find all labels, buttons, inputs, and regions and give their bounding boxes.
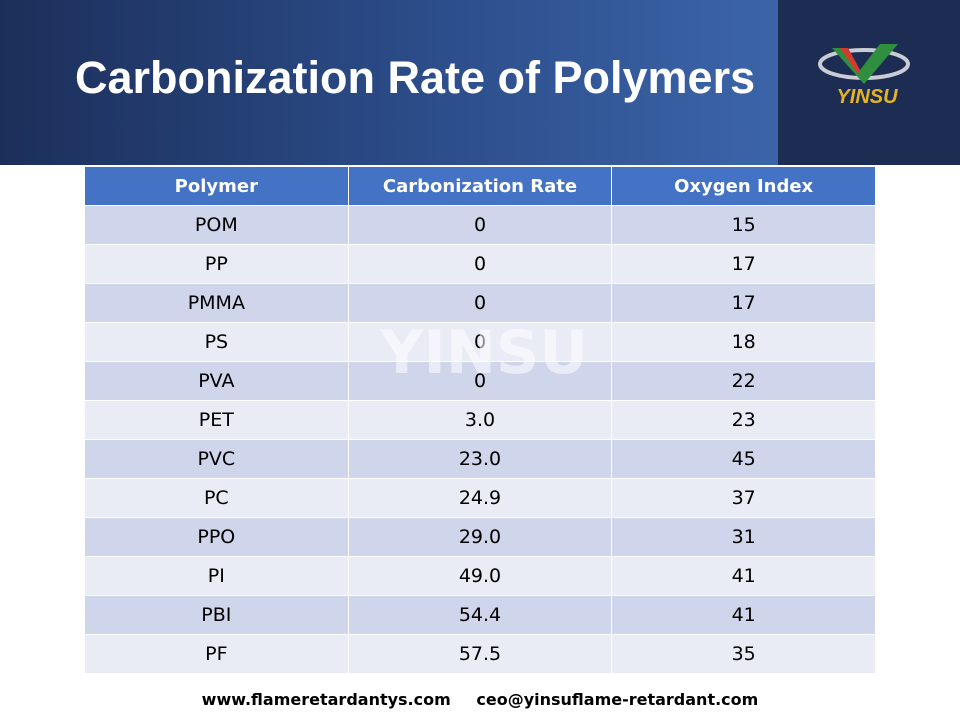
table-cell: 0 [347, 361, 613, 401]
table-cell: 0 [347, 244, 613, 284]
header-row: Polymer Carbonization Rate Oxygen Index [84, 166, 876, 206]
table-cell: 18 [611, 322, 876, 362]
table-cell: 0 [347, 322, 613, 362]
table-cell: 35 [611, 634, 876, 674]
table-row: PF 57.5 35 [84, 634, 876, 674]
table-cell: 49.0 [347, 556, 613, 596]
table-row: PPO 29.0 31 [84, 517, 876, 557]
table-cell: 23.0 [347, 439, 613, 479]
table-cell: 23 [611, 400, 876, 440]
table-cell: 37 [611, 478, 876, 518]
table-cell: 3.0 [347, 400, 613, 440]
table-cell: 22 [611, 361, 876, 401]
table-cell: PVA [84, 361, 349, 401]
table-cell: PMMA [84, 283, 349, 323]
table-cell: PF [84, 634, 349, 674]
table-row: PET 3.0 23 [84, 400, 876, 440]
footer-email: ceo@yinsuflame-retardant.com [476, 690, 759, 709]
column-header: Oxygen Index [611, 166, 876, 206]
table-row: PBI 54.4 41 [84, 595, 876, 635]
table-cell: 15 [611, 205, 876, 245]
table-cell: PVC [84, 439, 349, 479]
table-row: PP 0 17 [84, 244, 876, 284]
table-cell: 54.4 [347, 595, 613, 635]
table-cell: 57.5 [347, 634, 613, 674]
table-body: POM 0 15 PP 0 17 PMMA 0 17 PS 0 18 PVA 0 22 PET 3.0 23 PVC… [84, 205, 876, 674]
column-header: Polymer [84, 166, 349, 206]
table-cell: PET [84, 400, 349, 440]
data-table: Polymer Carbonization Rate Oxygen Index PO… [84, 166, 876, 674]
table-row: PVC 23.0 45 [84, 439, 876, 479]
table-cell: 0 [347, 205, 613, 245]
footer: www.flameretardantys.com ceo@yinsuflame-… [0, 690, 960, 709]
table-cell: PBI [84, 595, 349, 635]
table-cell: 0 [347, 283, 613, 323]
slide-title: Carbonization Rate of Polymers [75, 52, 756, 103]
table-cell: 31 [611, 517, 876, 557]
footer-website: www.flameretardantys.com [201, 690, 451, 709]
logo-panel [778, 0, 960, 165]
table-cell: 17 [611, 244, 876, 284]
logo-accent [840, 48, 860, 74]
table-cell: PPO [84, 517, 349, 557]
table-cell: 24.9 [347, 478, 613, 518]
table-cell: POM [84, 205, 349, 245]
table-cell: 45 [611, 439, 876, 479]
column-header: Carbonization Rate [347, 166, 613, 206]
table-cell: 41 [611, 556, 876, 596]
table-row: PVA 0 22 [84, 361, 876, 401]
table-cell: PP [84, 244, 349, 284]
table-row: PMMA 0 17 [84, 283, 876, 323]
table-cell: 17 [611, 283, 876, 323]
table-cell: PS [84, 322, 349, 362]
table-row: POM 0 15 [84, 205, 876, 245]
table-row: PC 24.9 37 [84, 478, 876, 518]
table-cell: PC [84, 478, 349, 518]
table-cell: 41 [611, 595, 876, 635]
table-cell: PI [84, 556, 349, 596]
table-row: PI 49.0 41 [84, 556, 876, 596]
logo-text: YINSU [836, 86, 898, 108]
table-row: PS 0 18 [84, 322, 876, 362]
logo-mark [818, 44, 910, 84]
table-cell: 29.0 [347, 517, 613, 557]
